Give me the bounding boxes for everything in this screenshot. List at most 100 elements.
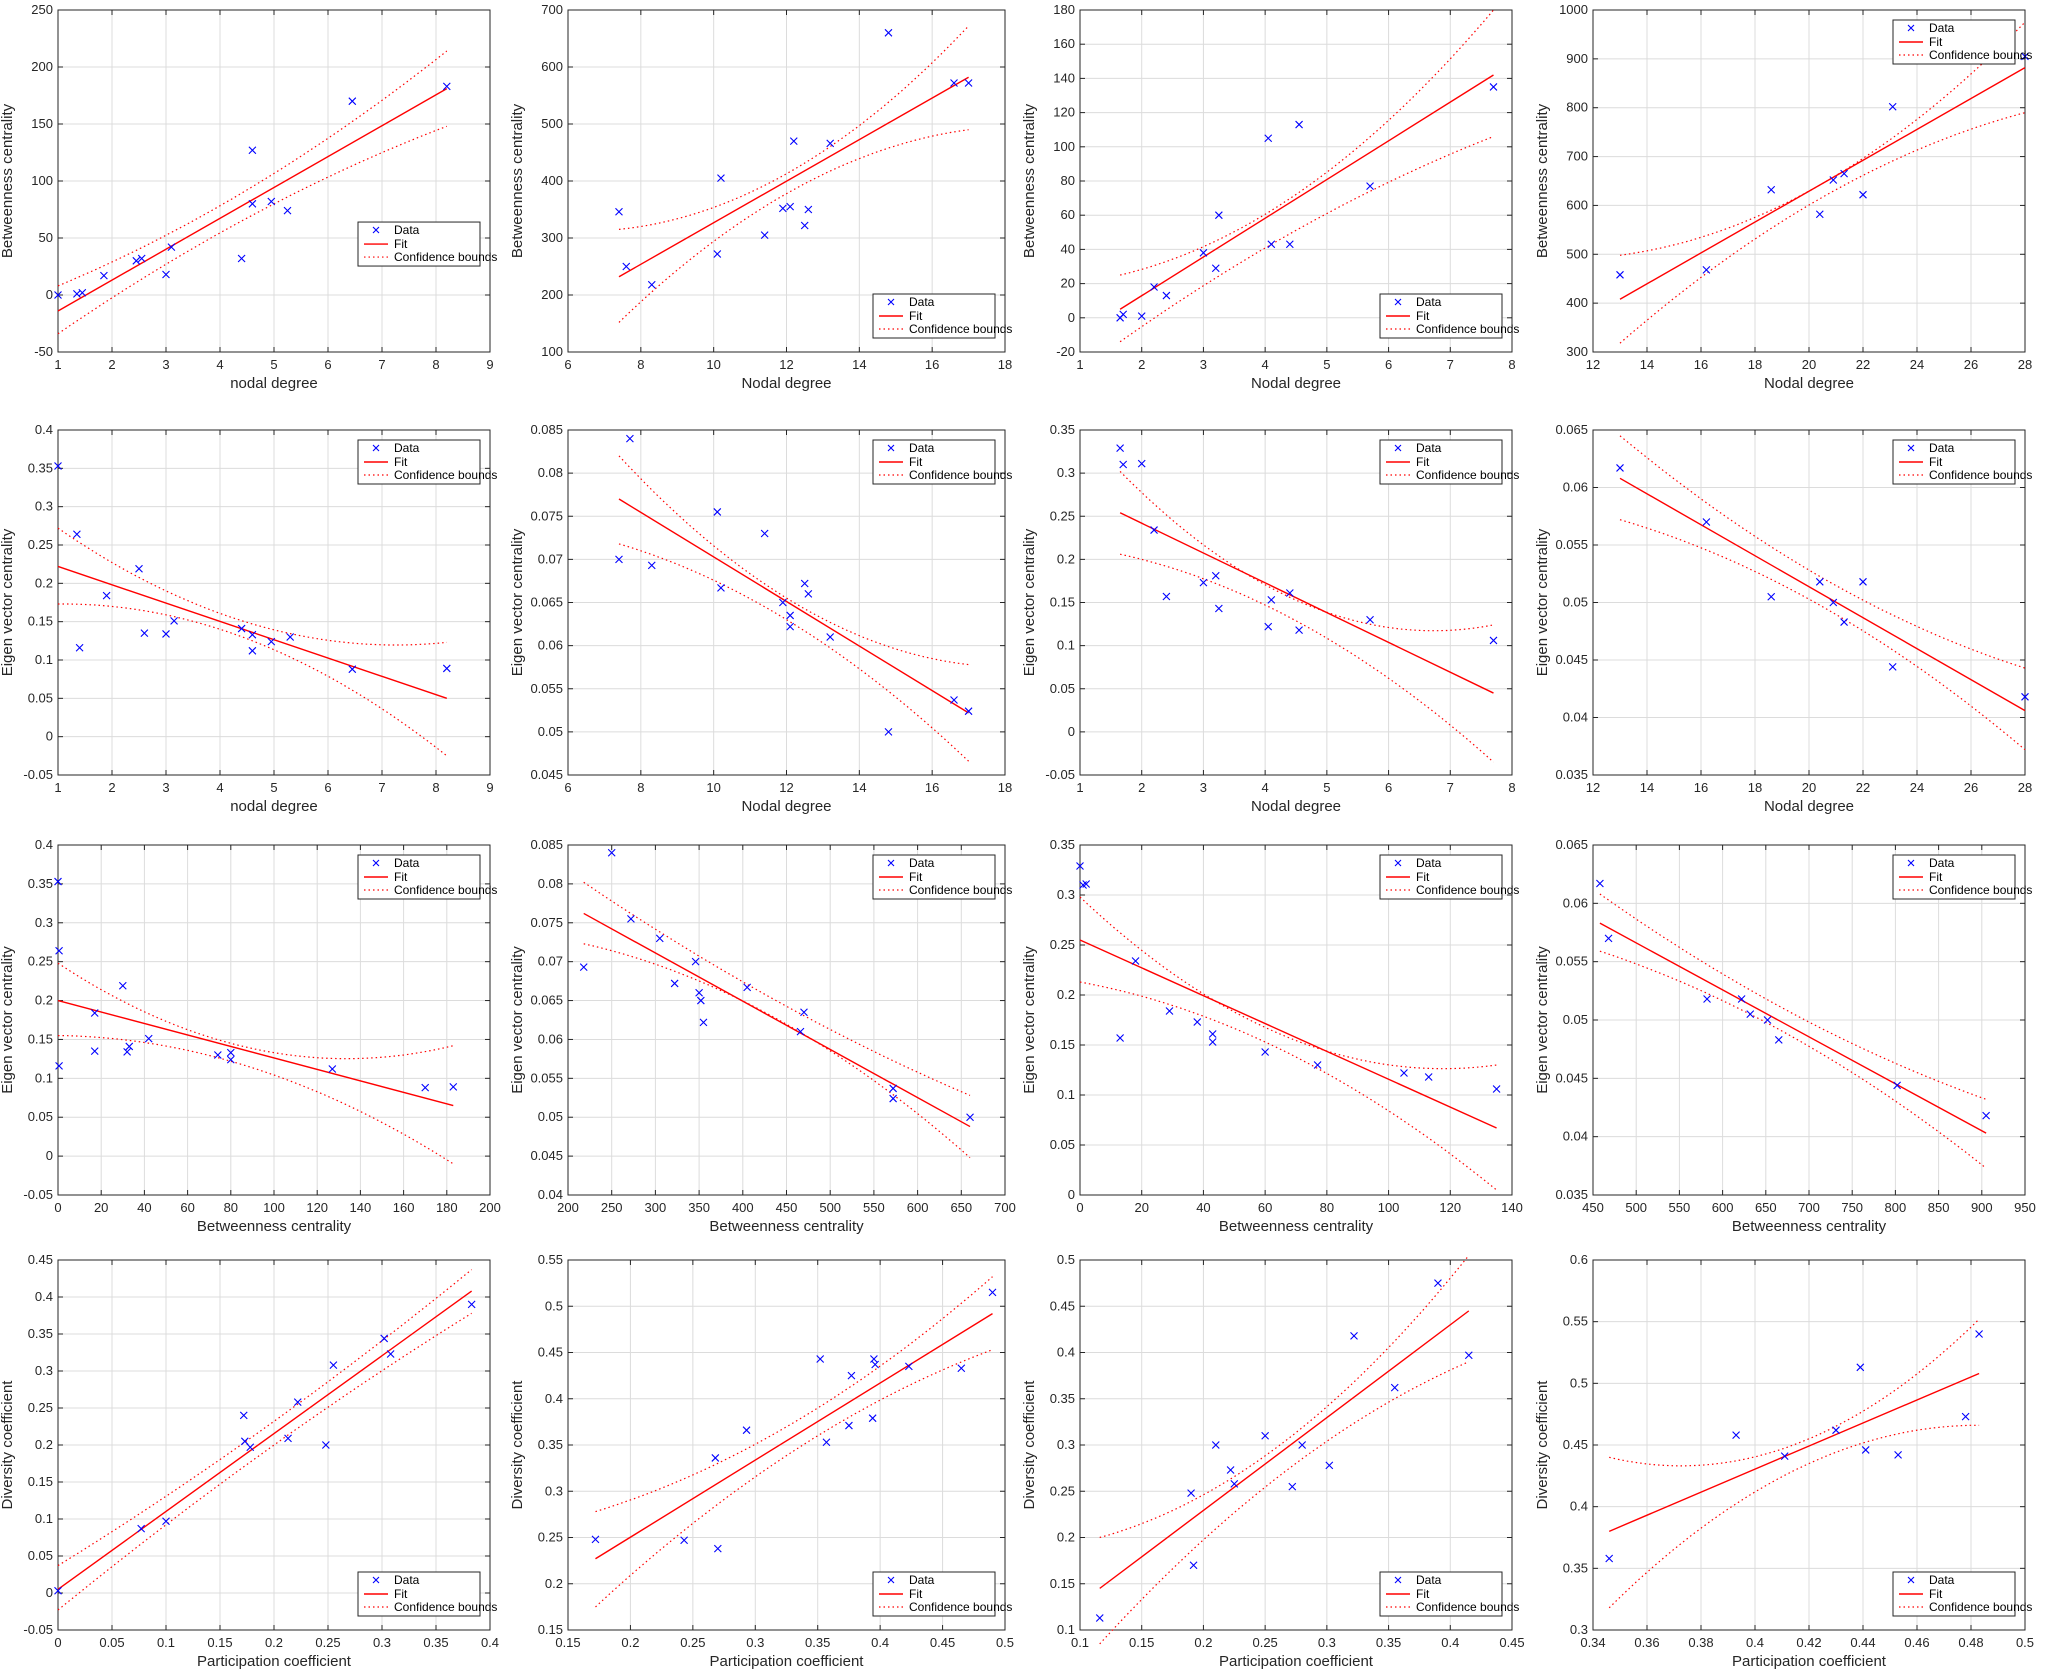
fit-line — [1119, 512, 1494, 694]
y-tick-label: 0.35 — [538, 1437, 563, 1452]
scatter-panel-9: 0 20 40 60 80 100 120 140 160 180 200 -0.05 0 0.05 0.1… — [0, 837, 501, 1235]
x-tick-label: 9 — [486, 780, 493, 795]
data-point — [348, 665, 357, 674]
x-axis-label: Nodal degree — [1251, 375, 1341, 392]
data-point — [695, 988, 703, 997]
y-tick-label: 100 — [1053, 139, 1075, 154]
fit-line — [1079, 939, 1497, 1129]
scatter-panel-1: 1 2 3 4 5 6 7 8 9 -50 0 50 100 150 200 250 nodal degree B… — [0, 2, 497, 392]
lower-confidence-bound — [1619, 519, 2026, 751]
x-tick-label: 60 — [180, 1200, 194, 1215]
x-tick-label: 0.35 — [805, 1635, 830, 1650]
y-tick-label: 0.05 — [1563, 1012, 1588, 1027]
x-tick-label: 0.36 — [1634, 1635, 1659, 1650]
data-point — [680, 1536, 689, 1545]
x-tick-label: 0.34 — [1580, 1635, 1605, 1650]
x-tick-label: 5 — [270, 357, 277, 372]
y-tick-label: 0.065 — [530, 595, 563, 610]
scatter-panel-7: 1 2 3 4 5 6 7 8 -0.05 0 0.05 0.1 0.15 0.2 0.25 0.3 0.35 N… — [1021, 422, 1519, 815]
y-tick-label: 0.1 — [1057, 1087, 1075, 1102]
x-tick-label: 5 — [1323, 357, 1330, 372]
x-tick-label: 14 — [1640, 357, 1654, 372]
data-point — [717, 174, 725, 183]
data-point — [1211, 1441, 1220, 1449]
data-point — [655, 934, 664, 943]
data-point — [73, 530, 81, 539]
x-tick-label: 0.3 — [1318, 1635, 1336, 1650]
data-point — [1424, 1073, 1433, 1081]
data-point — [213, 1051, 222, 1059]
y-tick-label: 0.4 — [1570, 1499, 1588, 1514]
x-tick-label: 8 — [637, 357, 644, 372]
x-tick-label: 22 — [1856, 357, 1870, 372]
x-tick-label: 0 — [54, 1200, 61, 1215]
y-tick-label: 0.1 — [35, 1070, 53, 1085]
x-tick-label: 16 — [1694, 357, 1708, 372]
y-tick-label: 700 — [1566, 149, 1588, 164]
y-tick-label: 0.06 — [1563, 895, 1588, 910]
legend-data-label: Data — [394, 1573, 420, 1587]
legend-bounds-label: Confidence bounds — [1929, 1600, 2032, 1614]
x-axis-label: Betweenness centrality — [197, 1218, 352, 1235]
data-point — [137, 254, 146, 263]
chart-svg: 6 8 10 12 14 16 18 100 200 300 400 500 600 700 Nodal d… — [509, 2, 1012, 392]
y-tick-label: 500 — [1566, 246, 1588, 261]
y-tick-label: 0.075 — [530, 508, 563, 523]
data-point — [647, 561, 656, 570]
x-tick-label: 0.35 — [423, 1635, 448, 1650]
y-tick-label: 0.04 — [538, 1187, 563, 1202]
y-tick-label: -20 — [1056, 344, 1075, 359]
x-tick-label: 500 — [1625, 1200, 1647, 1215]
y-tick-label: 0.035 — [1555, 767, 1588, 782]
data-point — [816, 1355, 825, 1363]
x-tick-label: 6 — [564, 780, 571, 795]
y-tick-label: 0.25 — [1050, 508, 1075, 523]
upper-confidence-bound — [1119, 9, 1494, 276]
x-tick-label: 350 — [688, 1200, 710, 1215]
fit-line — [1619, 67, 2026, 300]
x-tick-label: 80 — [224, 1200, 238, 1215]
legend-data-label: Data — [1416, 856, 1442, 870]
data-point — [226, 1055, 235, 1064]
x-tick-label: 800 — [1885, 1200, 1907, 1215]
y-tick-label: 0.085 — [530, 422, 563, 437]
y-tick-label: 0.055 — [1555, 954, 1588, 969]
data-point — [696, 996, 705, 1005]
legend-fit-label: Fit — [1929, 35, 1943, 49]
x-tick-label: 5 — [1323, 780, 1330, 795]
legend-fit-label: Fit — [394, 237, 408, 251]
data-point — [54, 462, 62, 470]
y-tick-label: 0.04 — [1563, 1129, 1588, 1144]
x-tick-label: 0.25 — [1252, 1635, 1277, 1650]
data-point — [442, 82, 451, 91]
y-tick-label: 0.055 — [530, 1070, 563, 1085]
data-point — [1150, 526, 1158, 534]
scatter-panel-4: 12 14 16 18 20 22 24 26 28 300 400 500 600 700 800 900 1… — [1534, 2, 2032, 392]
data-point — [1605, 1554, 1614, 1563]
data-point — [1199, 248, 1208, 257]
x-axis-label: Participation coefficient — [1732, 1653, 1887, 1670]
chart-svg: 0 0.05 0.1 0.15 0.2 0.25 0.3 0.35 0.4-0.0500.050… — [0, 1252, 499, 1670]
data-point — [1829, 598, 1838, 607]
x-tick-label: 0.1 — [1071, 1635, 1089, 1650]
data-point — [871, 1360, 880, 1369]
y-tick-label: 0.35 — [1050, 422, 1075, 437]
data-point — [135, 564, 143, 573]
y-tick-label: 100 — [541, 344, 563, 359]
legend-bounds-label: Confidence bounds — [1416, 322, 1519, 336]
x-tick-label: 16 — [925, 780, 939, 795]
legend-data-label: Data — [909, 441, 935, 455]
lower-confidence-bound — [1119, 135, 1494, 343]
y-tick-label: 120 — [1053, 105, 1075, 120]
legend-data-label: Data — [909, 295, 935, 309]
y-axis-label: Diversity coefficient — [1534, 1380, 1551, 1510]
data-point — [1774, 1035, 1783, 1044]
upper-confidence-bound — [57, 1269, 472, 1567]
lower-confidence-bound — [58, 603, 448, 757]
lower-confidence-bound — [618, 129, 969, 323]
data-point — [713, 250, 722, 258]
y-tick-label: 0 — [1068, 310, 1075, 325]
x-tick-label: 0.46 — [1904, 1635, 1929, 1650]
data-point — [743, 983, 752, 992]
x-tick-label: 200 — [479, 1200, 501, 1215]
